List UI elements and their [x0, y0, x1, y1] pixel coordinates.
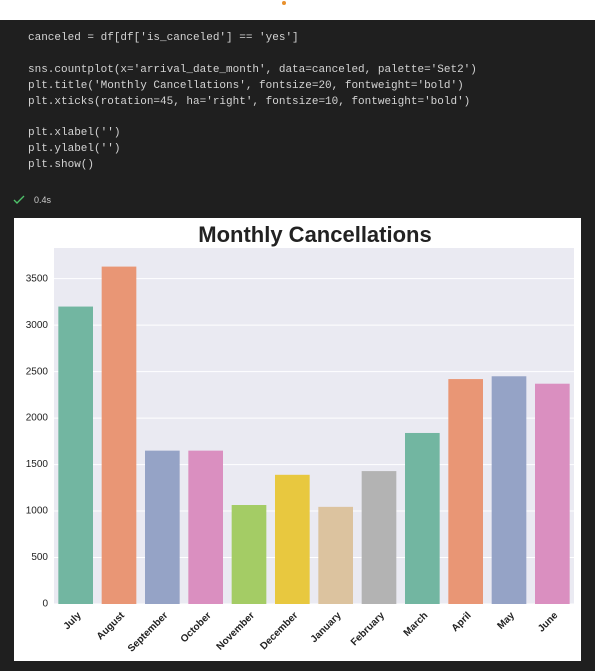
y-tick-label: 2000 [26, 413, 49, 424]
bar [318, 506, 353, 604]
code-line: plt.xticks(rotation=45, ha='right', font… [28, 96, 471, 108]
y-tick-label: 2500 [26, 366, 49, 377]
bar [448, 379, 483, 604]
chart-title: Monthly Cancellations [198, 222, 431, 247]
bar [535, 383, 570, 604]
plot-area [54, 248, 574, 604]
y-tick-label: 3500 [26, 273, 49, 284]
check-icon [13, 195, 25, 204]
exec-time: 0.4s [34, 195, 52, 205]
status-dot [282, 1, 286, 5]
code-line: plt.title('Monthly Cancellations', fonts… [28, 80, 464, 92]
bar [491, 376, 527, 604]
bar [275, 474, 310, 604]
bar [231, 505, 267, 604]
y-tick-label: 1000 [26, 506, 49, 517]
chart: Monthly Cancellations 0 500 1000 1500 2000 25… [14, 218, 581, 661]
bar [188, 450, 223, 604]
code-line: plt.xlabel('') [28, 127, 121, 139]
y-tick-label: 3000 [26, 320, 49, 331]
code-line: plt.ylabel('') [28, 143, 121, 155]
y-tick-label: 500 [31, 552, 48, 563]
bar [361, 471, 397, 604]
bar [145, 450, 180, 604]
bar [58, 306, 93, 604]
y-tick-label: 0 [42, 599, 48, 610]
code-line: sns.countplot(x='arrival_date_month', da… [28, 64, 477, 76]
bar [101, 266, 137, 604]
code-line: canceled = df[df['is_canceled'] == 'yes'… [28, 32, 299, 44]
code-line: plt.show() [28, 159, 95, 171]
bar [405, 432, 440, 604]
y-tick-label: 1500 [26, 459, 49, 470]
